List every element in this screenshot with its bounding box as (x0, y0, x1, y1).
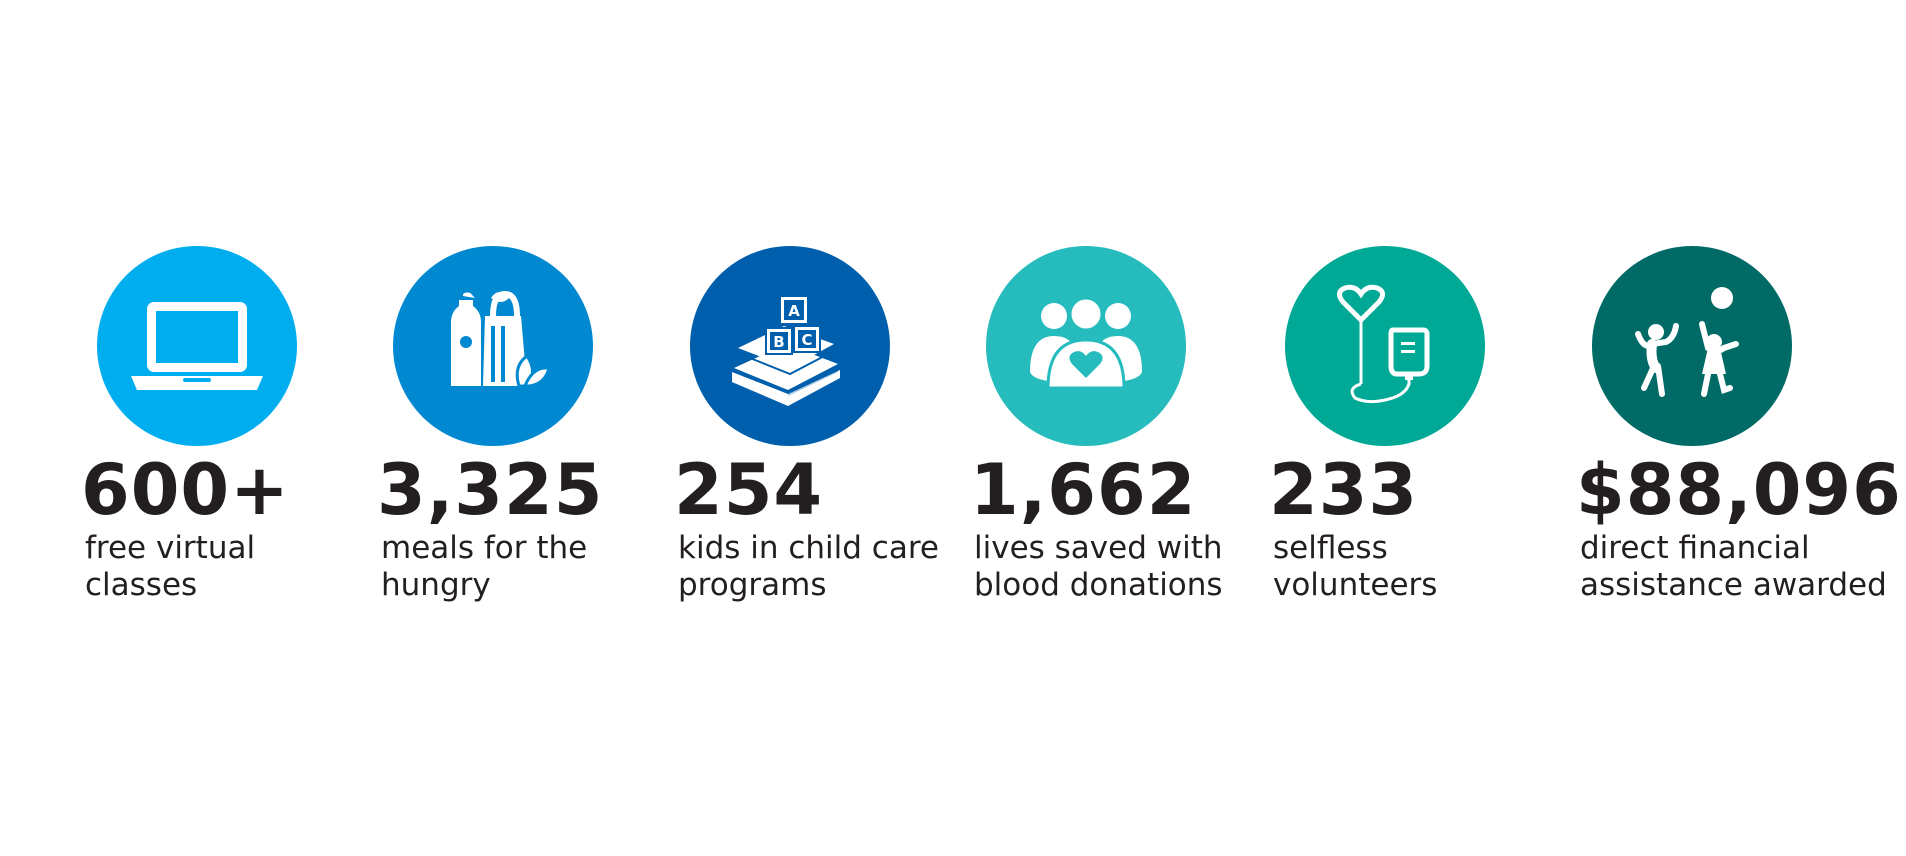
stat-label-line: programs (678, 567, 827, 603)
stat-label-line: blood donations (974, 567, 1223, 603)
kids-playing-icon (1635, 287, 1739, 397)
stat-selfless-volunteers: 233 selfless volunteers (1269, 246, 1485, 603)
stat-label: direct financial assistance awarded (1580, 530, 1887, 604)
stat-label-line: hungry (381, 567, 491, 603)
stat-free-virtual-classes: 600+ free virtual classes (81, 246, 297, 603)
laptop-icon (131, 302, 263, 390)
stat-label-line: volunteers (1273, 567, 1438, 603)
stat-label: selfless volunteers (1273, 530, 1437, 604)
stat-label: kids in child care programs (678, 530, 939, 604)
stat-meals-for-hungry: 3,325 meals for the hungry (377, 246, 602, 603)
svg-text:A: A (788, 302, 800, 320)
stat-label-line: free virtual (85, 530, 256, 566)
stat-circle: B C A (690, 246, 890, 446)
svg-text:B: B (773, 333, 784, 351)
stat-value: 233 (1269, 449, 1419, 531)
svg-text:C: C (801, 331, 812, 349)
stat-label-line: selfless (1273, 530, 1388, 566)
stat-label-line: meals for the (381, 530, 588, 566)
stat-value: 254 (674, 449, 824, 531)
stat-circle (393, 246, 593, 446)
stat-value: 1,662 (970, 449, 1197, 531)
stat-circle (1592, 246, 1792, 446)
stat-circle (1285, 246, 1485, 446)
stat-value: 3,325 (377, 449, 604, 531)
stat-circle (97, 246, 297, 446)
stat-label-line: classes (85, 567, 198, 603)
iv-bag-heart-icon (1337, 284, 1430, 404)
stat-value: 600+ (81, 449, 290, 531)
stat-label-line: assistance awarded (1580, 567, 1887, 603)
abc-blocks-books-icon: B C A (732, 295, 840, 406)
stat-label-line: lives saved with (974, 530, 1223, 566)
stat-label-line: direct financial (1580, 530, 1810, 566)
stat-label-line: kids in child care (678, 530, 939, 566)
stat-circle (986, 246, 1186, 446)
stat-kids-in-child-care: B C A 254 kids in child care programs (674, 246, 939, 603)
groceries-icon (451, 290, 551, 388)
stat-label: meals for the hungry (381, 530, 587, 604)
stat-lives-saved: 1,662 lives saved with blood donations (970, 246, 1223, 603)
stat-label: lives saved with blood donations (974, 530, 1223, 604)
people-heart-icon (1030, 296, 1142, 390)
stat-direct-financial-assistance: $88,096 direct financial assistance awar… (1576, 246, 1901, 603)
stat-value: $88,096 (1576, 449, 1902, 531)
stat-label: free virtual classes (85, 530, 255, 604)
